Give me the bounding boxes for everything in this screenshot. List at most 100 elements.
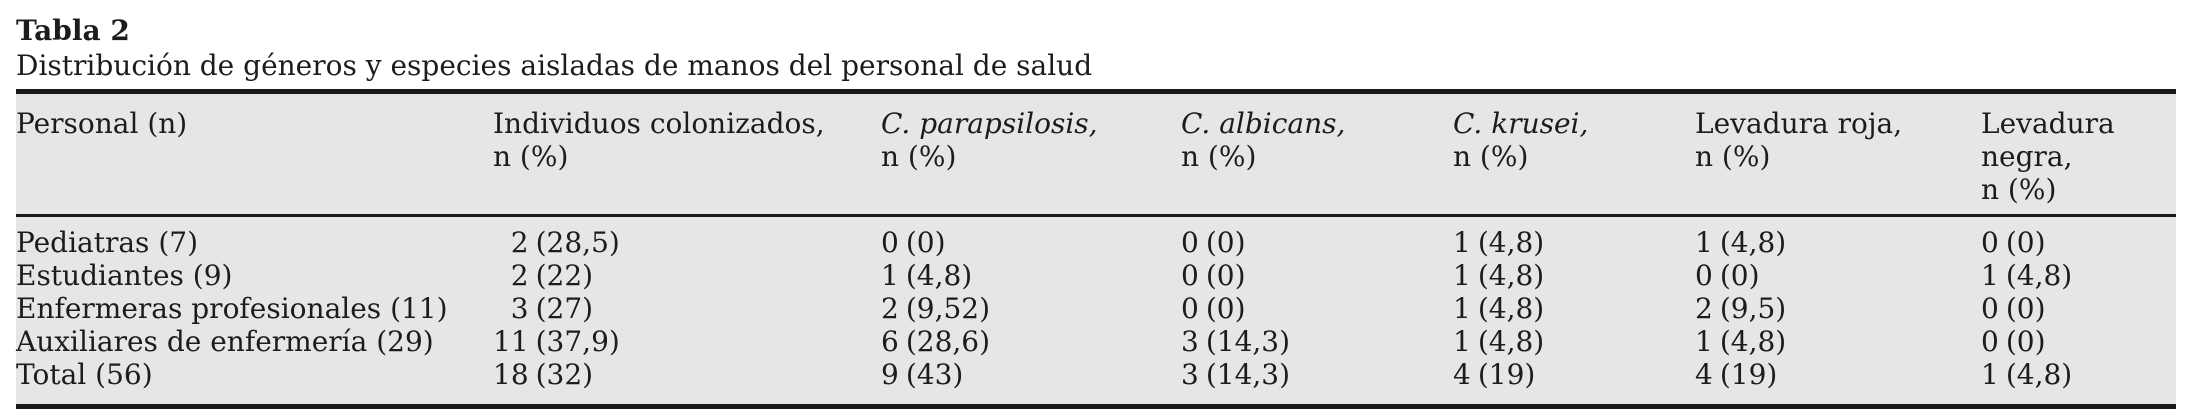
cell-percent: (0) (1205, 259, 1246, 292)
header-title: Individuos colonizados, (493, 107, 825, 140)
table-row-estudiantes: Estudiantes (9) 2 (22) 1 (4,8) 0 (0) 1 (4,8)… (16, 259, 2176, 292)
distribution-table: Personal (n) Individuos colonizados, n (… (16, 89, 2176, 409)
table-header: Personal (n) Individuos colonizados, n (… (16, 91, 2176, 217)
data-cell: 2 (9,52) (881, 292, 1181, 325)
column-header-c-albicans: C. albicans, n (%) (1181, 91, 1453, 217)
cell-count: 1 (1453, 259, 1471, 292)
table-row-total: Total (56) 18 (32) 9 (43) 3 (14,3) 4 (19) 4(… (16, 358, 2176, 407)
column-header-c-krusei: C. krusei, n (%) (1453, 91, 1695, 217)
row-label: Enfermeras profesionales (11) (16, 292, 448, 325)
cell-count: 1 (1981, 259, 1999, 292)
cell-percent: (4,8) (1477, 292, 1545, 325)
cell-percent: (28,6) (905, 325, 991, 358)
data-cell: 1 (4,8) (1981, 358, 2176, 407)
cell-count: 0 (881, 226, 899, 259)
table-caption-description: Distribución de géneros y especies aisla… (16, 49, 1093, 82)
data-cell: 2 (28,5) (493, 216, 881, 259)
data-cell: 0 (0) (1181, 292, 1453, 325)
cell-count: 4 (1695, 358, 1713, 391)
cell-percent: (4,8) (1477, 226, 1545, 259)
cell-count: 6 (881, 325, 899, 358)
data-cell: 0 (0) (1981, 216, 2176, 259)
row-label: Pediatras (7) (16, 226, 198, 259)
header-title: C. krusei, (1453, 107, 1589, 140)
data-cell: 6 (28,6) (881, 325, 1181, 358)
cell-percent: (14,3) (1205, 358, 1291, 391)
cell-count: 1 (1695, 226, 1713, 259)
data-cell: 1 (4,8) (1981, 259, 2176, 292)
data-cell: 1 (4,8) (1695, 325, 1981, 358)
cell-count: 1 (1453, 226, 1471, 259)
data-cell: 2 (22) (493, 259, 881, 292)
data-cell: 11 (37,9) (493, 325, 881, 358)
row-label: Total (56) (16, 358, 153, 391)
cell-count: 0 (1981, 292, 1999, 325)
cell-count: 2 (510, 226, 529, 259)
cell-percent: (4,8) (2005, 358, 2073, 391)
row-label: Estudiantes (9) (16, 259, 233, 292)
cell-percent: (9,5) (1719, 292, 1787, 325)
data-cell: 2 (9,5) (1695, 292, 1981, 325)
cell-percent: (19) (1719, 358, 1778, 391)
cell-count: 1 (1453, 325, 1471, 358)
cell-percent: (37,9) (535, 325, 620, 358)
data-cell: 0 (0) (1981, 325, 2176, 358)
cell-percent: (19) (1477, 358, 1536, 391)
cell-percent: (4,8) (1719, 226, 1787, 259)
data-cell: 1 (4,8) (1453, 259, 1695, 292)
cell-percent: (4,8) (1719, 325, 1787, 358)
cell-percent: (0) (2005, 226, 2046, 259)
header-subtitle: n (%) (1181, 140, 1257, 173)
data-cell: 0 (0) (1981, 292, 2176, 325)
data-cell: 1 (4,8) (1453, 292, 1695, 325)
table-row-enfermeras-profesionales: Enfermeras profesionales (11) 3 (27) 2 (9,… (16, 292, 2176, 325)
cell-percent: (0) (1719, 259, 1760, 292)
cell-percent: (22) (535, 259, 594, 292)
header-title: C. albicans, (1181, 107, 1346, 140)
header-title: Levadura roja, (1695, 107, 1903, 140)
cell-percent: (9,52) (905, 292, 991, 325)
data-cell: 9 (43) (881, 358, 1181, 407)
cell-count: 4 (1453, 358, 1471, 391)
cell-percent: (0) (2005, 292, 2046, 325)
cell-count: 0 (1181, 292, 1199, 325)
header-subtitle: n (%) (1981, 173, 2057, 206)
cell-count: 3 (510, 292, 529, 325)
cell-count: 1 (1981, 358, 1999, 391)
cell-percent: (43) (905, 358, 964, 391)
data-cell: 1 (4,8) (1695, 216, 1981, 259)
cell-count: 0 (1181, 226, 1199, 259)
data-cell: 0 (0) (1181, 216, 1453, 259)
cell-count: 18 (493, 358, 529, 391)
header-title: C. parapsilosis, (881, 107, 1098, 140)
data-cell: 3 (14,3) (1181, 358, 1453, 407)
data-cell: 3 (14,3) (1181, 325, 1453, 358)
cell-percent: (4,8) (1477, 325, 1545, 358)
cell-count: 3 (1181, 358, 1199, 391)
cell-percent: (0) (905, 226, 946, 259)
cell-percent: (4,8) (2005, 259, 2073, 292)
header-subtitle: n (%) (1453, 140, 1529, 173)
cell-count: 1 (1695, 325, 1713, 358)
table-body: Pediatras (7) 2 (28,5) 0 (0) 0 (0) 1 (4,8) 1… (16, 216, 2176, 407)
cell-percent: (0) (2005, 325, 2046, 358)
column-header-c-parapsilosis: C. parapsilosis, n (%) (881, 91, 1181, 217)
data-cell: 1 (4,8) (881, 259, 1181, 292)
header-subtitle: n (%) (1695, 140, 1771, 173)
column-header-personal: Personal (n) (16, 91, 493, 217)
cell-count: 9 (881, 358, 899, 391)
cell-count: 1 (1453, 292, 1471, 325)
column-header-individuos-colonizados: Individuos colonizados, n (%) (493, 91, 881, 217)
header-row: Personal (n) Individuos colonizados, n (… (16, 91, 2176, 217)
header-subtitle: n (%) (881, 140, 957, 173)
header-subtitle: n (%) (493, 140, 569, 173)
cell-percent: (27) (535, 292, 594, 325)
table-caption-label: Tabla 2 (16, 14, 130, 47)
cell-count: 0 (1181, 259, 1199, 292)
cell-count: 0 (1695, 259, 1713, 292)
cell-count: 3 (1181, 325, 1199, 358)
data-cell: 4 (19) (1695, 358, 1981, 407)
data-cell: 1 (4,8) (1453, 325, 1695, 358)
cell-percent: (4,8) (1477, 259, 1545, 292)
